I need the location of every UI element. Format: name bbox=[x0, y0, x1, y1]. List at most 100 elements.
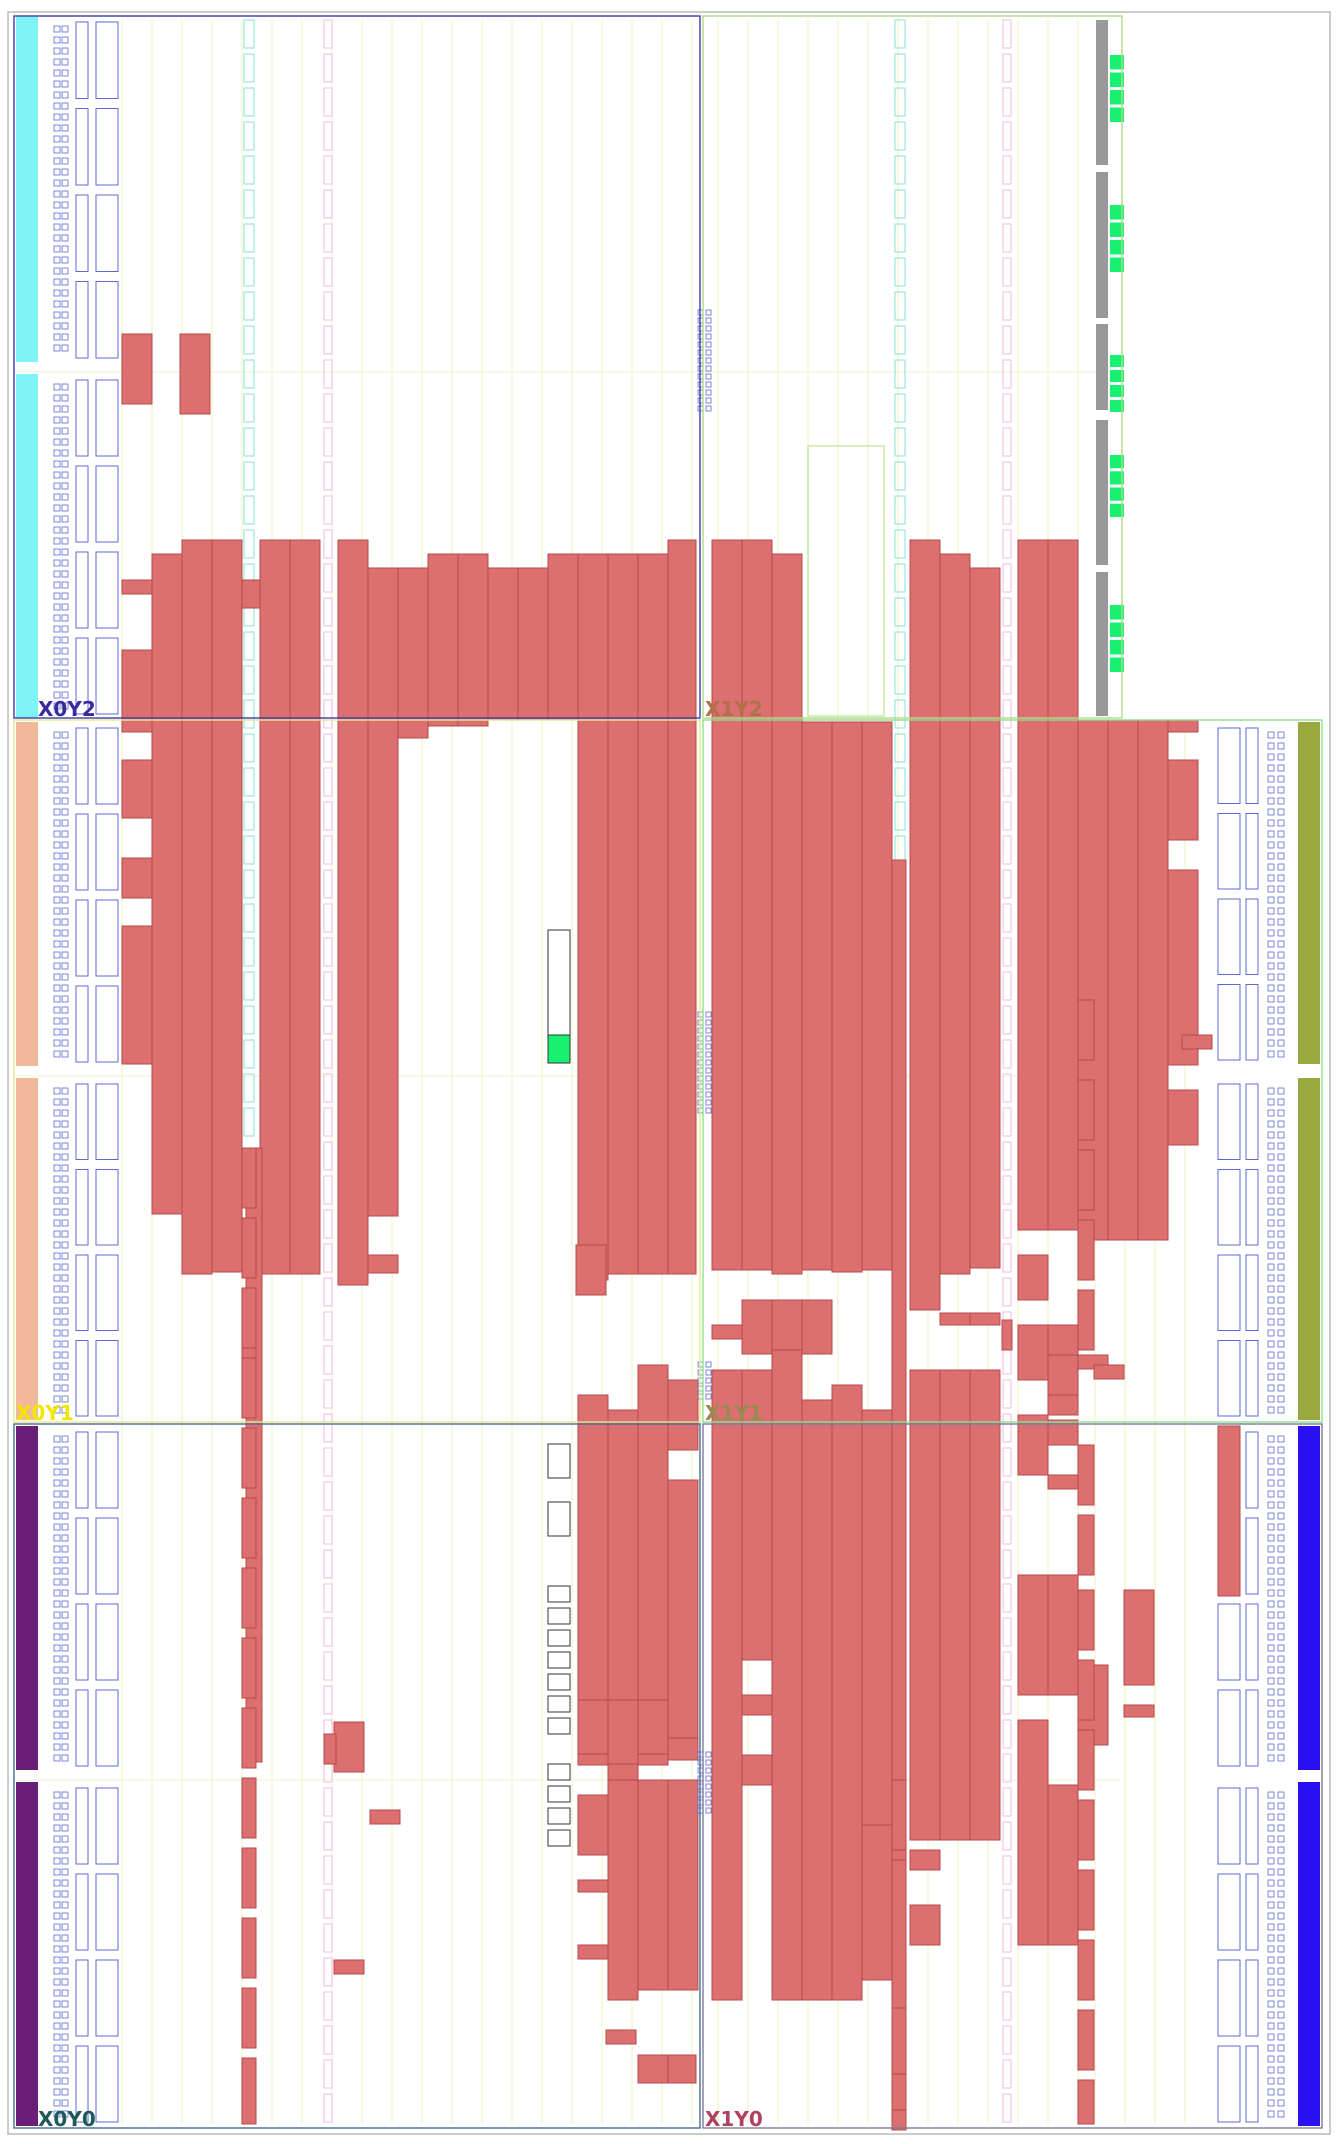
logic-cell-136 bbox=[241, 1847, 257, 1909]
logic-cell-129 bbox=[241, 1357, 257, 1419]
io-pin-r bbox=[1267, 1468, 1275, 1476]
misc-site-5 bbox=[547, 1651, 571, 1669]
io-pin-l bbox=[53, 929, 61, 937]
dsp-col-b-site-18 bbox=[1002, 631, 1012, 661]
dsp-col-b-site-55 bbox=[1002, 1889, 1012, 1919]
io-pin-r bbox=[1267, 1655, 1275, 1663]
dsp-col-b-site-56 bbox=[1002, 1923, 1012, 1953]
io-pin-l bbox=[53, 1263, 61, 1271]
clock-region-X0Y2 bbox=[13, 15, 701, 719]
io-pin-l bbox=[53, 962, 61, 970]
io-serdes-r bbox=[1217, 1083, 1241, 1160]
io-pin-l bbox=[53, 278, 61, 286]
misc-site-7 bbox=[547, 1695, 571, 1713]
gt-channel-3-3 bbox=[1110, 503, 1124, 517]
logic-cell-59 bbox=[771, 1299, 803, 1355]
logic-cell-124 bbox=[1077, 2009, 1095, 2071]
io-pin-r bbox=[1277, 2077, 1285, 2085]
logic-cell-90 bbox=[1047, 1574, 1079, 1696]
io-pin-r bbox=[1277, 1351, 1285, 1359]
dsp-col-b-site-37 bbox=[1002, 1277, 1012, 1307]
io-pin-r bbox=[1277, 1512, 1285, 1520]
logic-cell-49 bbox=[637, 2054, 669, 2084]
bram-col-a-site-26 bbox=[243, 903, 255, 933]
io-pin-l bbox=[61, 636, 69, 644]
io-pin-l bbox=[53, 1406, 61, 1414]
io-serdes-r bbox=[1217, 898, 1241, 975]
dsp-col-b-site-21 bbox=[1002, 733, 1012, 763]
io-pin-r bbox=[1267, 1175, 1275, 1183]
io-pin-r bbox=[1267, 1109, 1275, 1117]
dsp-col-a-site-18 bbox=[323, 631, 333, 661]
io-pin-l bbox=[61, 1923, 69, 1931]
dsp-col-a-site-21 bbox=[323, 733, 333, 763]
logic-cell-98 bbox=[1123, 1704, 1155, 1718]
clock-region-label-X1Y2: X1Y2 bbox=[705, 697, 763, 721]
io-pin-l bbox=[61, 973, 69, 981]
io-pin-l bbox=[61, 1087, 69, 1095]
bram-col-a-site-7 bbox=[243, 257, 255, 287]
dsp-col-b-site-57 bbox=[1002, 1957, 1012, 1987]
io-pin-l bbox=[61, 1039, 69, 1047]
logic-cell-128 bbox=[241, 1287, 257, 1349]
io-pin-l bbox=[61, 1754, 69, 1762]
io-pin-r bbox=[1277, 1666, 1285, 1674]
io-pin-l bbox=[61, 1721, 69, 1729]
io-pin-l bbox=[61, 1274, 69, 1282]
logic-cell-115 bbox=[1077, 1289, 1095, 1351]
logic-cell-126 bbox=[241, 1147, 257, 1209]
logic-cell-32 bbox=[323, 1733, 337, 1765]
dsp-col-b-site-32 bbox=[1002, 1107, 1012, 1137]
dsp-col-b-site-15 bbox=[1002, 529, 1012, 559]
bram-col-a-site-23 bbox=[243, 801, 255, 831]
io-pin-r bbox=[1267, 1857, 1275, 1865]
io-pin-l bbox=[61, 256, 69, 264]
dsp-col-a-site-38 bbox=[323, 1311, 333, 1341]
io-pin-l bbox=[61, 764, 69, 772]
io-pin-l bbox=[61, 1186, 69, 1194]
io-pin-r bbox=[1277, 1384, 1285, 1392]
io-pin-r bbox=[1277, 1274, 1285, 1282]
io-pin-r bbox=[1267, 1890, 1275, 1898]
logic-cell-84 bbox=[1047, 539, 1079, 1231]
io-pin-r bbox=[1277, 2044, 1285, 2052]
spine-pin-0 bbox=[705, 317, 712, 324]
io-pin-l bbox=[53, 438, 61, 446]
bram-col-a-site-27 bbox=[243, 937, 255, 967]
spine-pin-0 bbox=[705, 349, 712, 356]
bram-col-b-site-0 bbox=[894, 19, 906, 49]
spine-pin-3 bbox=[705, 1751, 712, 1758]
io-serdes-r bbox=[1217, 984, 1241, 1061]
spine-pin-0 bbox=[705, 389, 712, 396]
io-pin-l bbox=[53, 1329, 61, 1337]
logic-cell-58 bbox=[741, 1299, 773, 1355]
io-pin-r bbox=[1267, 2088, 1275, 2096]
dsp-col-b-site-43 bbox=[1002, 1481, 1012, 1511]
io-pin-r bbox=[1267, 1028, 1275, 1036]
dsp-col-a-site-31 bbox=[323, 1073, 333, 1103]
logic-cell-54 bbox=[801, 721, 833, 1271]
spine-pin-1 bbox=[705, 1011, 712, 1018]
logic-cell-104 bbox=[1167, 869, 1199, 1066]
gt-transceivers bbox=[1096, 20, 1124, 716]
bram-col-a-site-6 bbox=[243, 223, 255, 253]
io-pin-r bbox=[1267, 1956, 1275, 1964]
io-pin-l bbox=[61, 929, 69, 937]
io-pin-r bbox=[1267, 1545, 1275, 1553]
io-pin-r bbox=[1267, 1318, 1275, 1326]
io-pin-r bbox=[1267, 1835, 1275, 1843]
io-pin-l bbox=[53, 896, 61, 904]
io-pin-l bbox=[53, 1622, 61, 1630]
bram-col-a-site-18 bbox=[243, 631, 255, 661]
dsp-col-a-site-5 bbox=[323, 189, 333, 219]
io-pin-l bbox=[53, 1164, 61, 1172]
dsp-col-a-site-44 bbox=[323, 1515, 333, 1545]
io-pin-l bbox=[53, 669, 61, 677]
io-pin-l bbox=[61, 1688, 69, 1696]
io-pin-l bbox=[53, 333, 61, 341]
dsp-col-b-site-36 bbox=[1002, 1243, 1012, 1273]
io-pin-l bbox=[61, 1655, 69, 1663]
logic-cell-110 bbox=[1217, 1425, 1241, 1597]
io-pin-l bbox=[61, 852, 69, 860]
